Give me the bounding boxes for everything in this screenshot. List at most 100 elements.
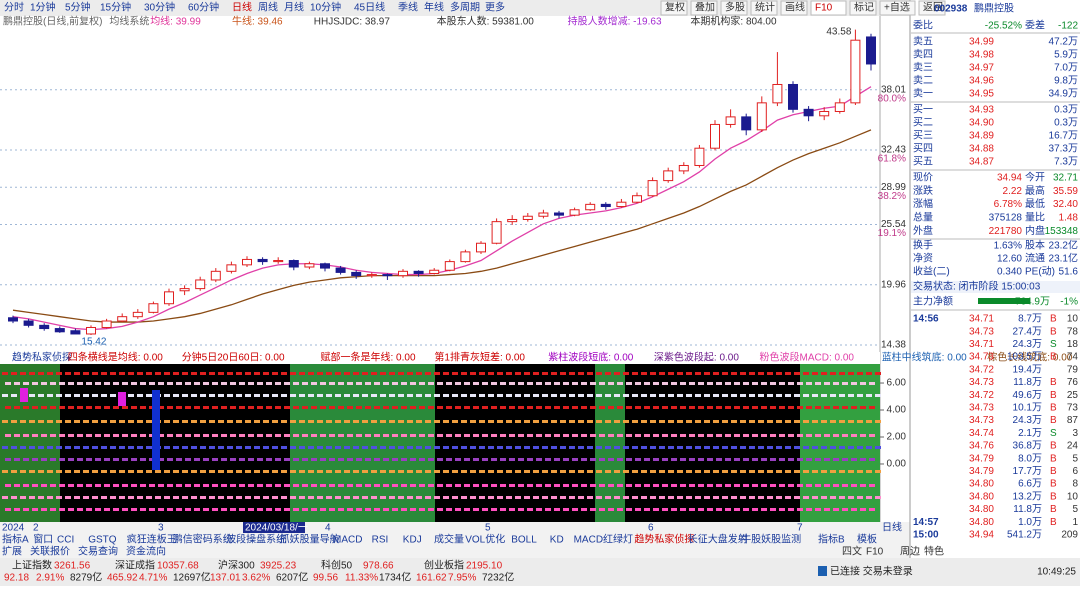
period-tab[interactable]: 45日线: [354, 1, 385, 14]
toolbar-button-label[interactable]: 复权: [665, 1, 685, 14]
quote-value: 221780: [989, 226, 1023, 237]
signal-dash: [290, 394, 296, 397]
indicator-tab[interactable]: 成交量: [434, 533, 464, 546]
period-tab[interactable]: 60分钟: [188, 1, 219, 14]
signal-dash: [524, 394, 530, 397]
signal-dash: [221, 508, 227, 511]
period-tab[interactable]: 季线: [398, 1, 418, 14]
signal-dash: [419, 434, 425, 437]
signal-dash: [875, 496, 881, 499]
signal-dash: [191, 446, 197, 449]
indicator-tab[interactable]: 指标A: [2, 533, 29, 546]
period-tab[interactable]: 30分钟: [144, 1, 175, 14]
toolbar-button-label[interactable]: 多股: [725, 1, 745, 14]
toolbar-button-label[interactable]: 返回: [923, 2, 943, 14]
indicator-tab[interactable]: 指标B: [818, 533, 845, 546]
candle-body: [522, 215, 533, 220]
signal-dash: [731, 420, 737, 423]
signal-dash: [803, 496, 809, 499]
indicator-tab[interactable]: 模板: [857, 533, 877, 546]
signal-dash: [671, 484, 677, 487]
toolbar-button[interactable]: [750, 0, 778, 16]
signal-dash: [500, 458, 506, 461]
indicator-tab[interactable]: CCI: [57, 535, 74, 546]
signal-dash: [290, 470, 296, 473]
toolbar-button[interactable]: [849, 0, 877, 16]
indicator-tab[interactable]: 鹏信密码系统: [173, 533, 233, 546]
period-tab[interactable]: 1分钟: [30, 1, 56, 14]
period-tab[interactable]: 15分钟: [100, 1, 131, 14]
candle-body: [429, 269, 440, 274]
signal-dash: [599, 458, 605, 461]
toolbar-button[interactable]: [720, 0, 748, 16]
toolbar-button[interactable]: [810, 0, 847, 16]
period-tab[interactable]: 年线: [424, 1, 444, 14]
toolbar-button-label[interactable]: 标记: [854, 2, 874, 14]
signal-dash: [488, 394, 494, 397]
indicator-tab[interactable]: 长征大盘发射: [688, 533, 748, 546]
period-tab[interactable]: 更多: [485, 1, 505, 14]
book-volume: 16.7万: [1049, 131, 1078, 142]
indicator-tab[interactable]: 窗口: [33, 533, 53, 546]
bottom-tab[interactable]: F10: [866, 547, 884, 558]
signal-dash: [392, 484, 398, 487]
indicator-tab[interactable]: GSTQ: [88, 535, 117, 546]
indicator-tab[interactable]: 趋势私家侦探: [634, 533, 694, 546]
indicator-tab[interactable]: KDJ: [403, 535, 422, 546]
indicator-tab[interactable]: 疯狂连板王: [127, 533, 177, 546]
signal-dash: [560, 420, 566, 423]
toolbar-button[interactable]: [660, 0, 688, 16]
indicator-tab[interactable]: 牛股妖股监测: [741, 533, 801, 546]
bottom-tab[interactable]: 特色: [924, 545, 944, 558]
toolbar-button[interactable]: [690, 0, 718, 16]
signal-dash: [182, 420, 188, 423]
tick-count: 18: [1067, 339, 1079, 350]
indicator-tab[interactable]: KD: [550, 535, 564, 546]
signal-dash: [617, 484, 623, 487]
bottom-tab[interactable]: 四文: [842, 545, 862, 558]
toolbar-button-label[interactable]: 统计: [755, 1, 775, 14]
bottom-tab[interactable]: 周边: [900, 546, 920, 558]
toolbar-button-label[interactable]: 画线: [785, 1, 805, 14]
indicator-tab[interactable]: BOLL: [511, 535, 537, 546]
indicator-tab[interactable]: 波段操盘系统: [226, 533, 286, 546]
quote-key: 最高: [1025, 184, 1045, 197]
ma-long: [12, 129, 872, 323]
indicator-tab[interactable]: MACD红绿灯: [574, 533, 633, 546]
period-tab[interactable]: 10分钟: [310, 1, 341, 14]
candle-body: [54, 328, 65, 333]
period-tab[interactable]: 分时: [4, 2, 24, 14]
period-tab[interactable]: 日线: [232, 1, 252, 14]
quote-key: 今开: [1025, 171, 1045, 184]
period-tab[interactable]: 多周期: [450, 1, 480, 14]
signal-dash: [698, 508, 704, 511]
indicator-tab[interactable]: VOL优化: [465, 533, 505, 546]
indicator-tab[interactable]: 抓妖股量导航: [280, 533, 340, 546]
signal-dash: [581, 458, 587, 461]
bottom-tab[interactable]: 交易查询: [78, 545, 118, 558]
toolbar-button-label[interactable]: +自选: [884, 1, 910, 14]
signal-dash: [56, 394, 62, 397]
bottom-tab[interactable]: 关联报价: [30, 545, 70, 558]
toolbar-button-label[interactable]: F10: [815, 3, 833, 14]
signal-dash: [383, 458, 389, 461]
signal-dash: [203, 434, 209, 437]
period-tab[interactable]: 周线: [258, 1, 278, 14]
period-tab[interactable]: 月线: [284, 1, 304, 14]
signal-dash: [473, 382, 479, 385]
signal-dash: [524, 470, 530, 473]
toolbar-button-label[interactable]: 叠加: [695, 2, 715, 14]
info-item: 牛线: 39.46: [232, 15, 283, 28]
signal-dash: [68, 406, 74, 409]
indicator-tab[interactable]: RSI: [372, 535, 389, 546]
bottom-tab[interactable]: 扩展: [2, 545, 22, 558]
signal-dash: [329, 484, 335, 487]
toolbar-button[interactable]: [879, 0, 916, 16]
bottom-tab[interactable]: 资金流向: [126, 545, 166, 558]
toolbar-button[interactable]: [918, 0, 946, 16]
signal-dash: [218, 470, 224, 473]
period-tab[interactable]: 5分钟: [65, 1, 91, 14]
signal-dash: [785, 394, 791, 397]
toolbar-button[interactable]: [780, 0, 808, 16]
indicator-tab[interactable]: MACD: [333, 535, 362, 546]
